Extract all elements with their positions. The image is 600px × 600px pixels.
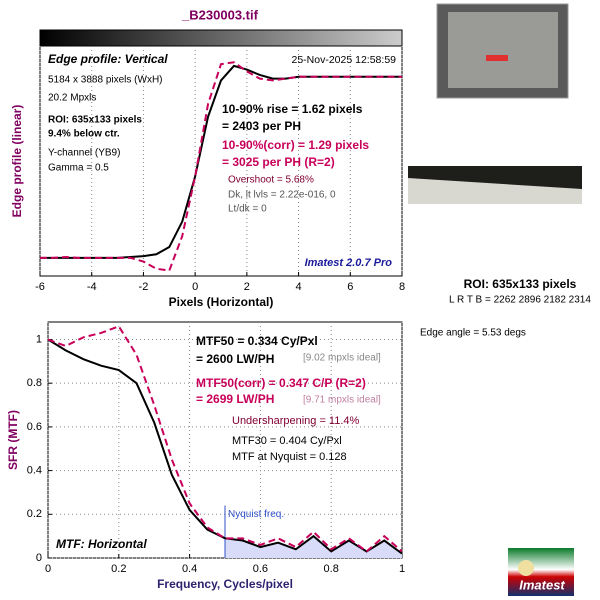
info-line: 5184 x 3888 pixels (WxH): [48, 75, 163, 86]
info-line: ROI: 635x133 pixels: [48, 115, 142, 126]
edge-angle: Edge angle = 5.53 degs: [420, 328, 526, 339]
plot-area: [39, 45, 403, 277]
chart-title: Edge profile: Vertical: [48, 52, 168, 66]
annotation: 10-90%(corr) = 1.29 pixels: [222, 138, 369, 152]
y-tick-label: 0: [36, 552, 42, 564]
x-tick-label: 0.6: [253, 563, 268, 575]
series-line: [47, 325, 403, 553]
annotation: Dk, lt lvls = 2.22e-016, 0: [228, 190, 336, 201]
series-line: [40, 61, 402, 272]
x-tick-label: 8: [399, 281, 405, 293]
annotation: = 2403 per PH: [222, 119, 301, 133]
y-tick-label: 0.8: [27, 377, 42, 389]
annotation: = 2699 LW/PH: [196, 392, 274, 406]
annotation: Lt/dk = 0: [228, 204, 267, 215]
x-tick-label: 0: [192, 281, 198, 293]
watermark: Imatest 2.0.7 Pro: [305, 257, 393, 269]
nyquist-label: Nyquist freq.: [228, 509, 284, 520]
nyquist-area: [225, 536, 402, 558]
annotation: [9.71 mpxls ideal]: [303, 395, 381, 406]
info-line: 20.2 Mpxls: [48, 93, 96, 104]
x-tick-label: 4: [296, 281, 302, 293]
y-axis-label: SFR (MTF): [6, 410, 20, 470]
logo-box: [508, 548, 574, 596]
info-line: 9.4% below ctr.: [48, 129, 120, 140]
annotation: MTF50(corr) = 0.347 C/P (R=2): [196, 376, 366, 390]
y-axis-label: Edge profile (linear): [10, 105, 24, 218]
y-tick-label: 0.2: [27, 508, 42, 520]
x-axis-label: Pixels (Horizontal): [169, 295, 274, 309]
x-tick-label: -6: [35, 281, 45, 293]
file-title: _B230003.tif: [181, 7, 259, 22]
thumbnail-roi: [486, 55, 508, 61]
thumbnail-chart: [448, 12, 558, 88]
y-tick-label: 0.4: [27, 464, 42, 476]
roi-coords: L R T B = 2262 2896 2182 2314: [449, 295, 591, 306]
x-tick-label: 1: [399, 563, 405, 575]
x-tick-label: -4: [87, 281, 97, 293]
annotation: Overshoot = 5.68%: [228, 175, 314, 186]
roi-dark: [408, 166, 582, 189]
series-line: [47, 338, 403, 555]
date: 25-Nov-2025 12:58:59: [292, 54, 397, 66]
annotation: MTF at Nyquist = 0.128: [232, 451, 347, 463]
x-axis-label: Frequency, Cycles/pixel: [157, 577, 293, 591]
x-tick-label: 2: [244, 281, 250, 293]
x-tick-label: 6: [347, 281, 353, 293]
annotation: [9.02 mpxls ideal]: [303, 353, 381, 364]
annotation: MTF30 = 0.404 Cy/Pxl: [232, 435, 342, 447]
y-tick-label: 0.6: [27, 421, 42, 433]
roi-title: ROI: 635x133 pixels: [464, 277, 577, 291]
x-tick-label: 0.4: [182, 563, 197, 575]
x-tick-label: 0.8: [324, 563, 339, 575]
annotation: = 2600 LW/PH: [196, 352, 274, 366]
chart-title: MTF: Horizontal: [56, 537, 147, 551]
info-line: Gamma = 0.5: [48, 163, 109, 174]
annotation: 10-90% rise = 1.62 pixels: [222, 102, 363, 116]
x-tick-label: 0: [45, 563, 51, 575]
annotation: Undersharpening = 11.4%: [232, 415, 360, 427]
gradient-bar: [39, 29, 403, 47]
logo-text: Imatest: [519, 577, 565, 592]
info-line: Y-channel (YB9): [48, 148, 120, 159]
y-tick-label: 1: [36, 333, 42, 345]
x-tick-label: 0.2: [111, 563, 126, 575]
annotation: MTF50 = 0.334 Cy/Pxl: [196, 334, 318, 348]
annotation: = 3025 per PH (R=2): [222, 155, 335, 169]
logo-sun: [518, 560, 534, 576]
x-tick-label: -2: [139, 281, 149, 293]
